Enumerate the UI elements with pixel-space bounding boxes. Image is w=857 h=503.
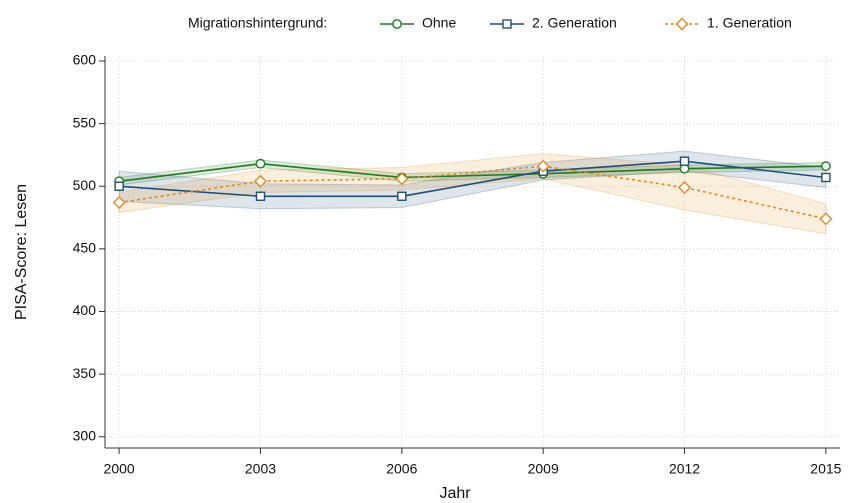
- y-tick-label: 400: [73, 302, 97, 318]
- legend-label: 2. Generation: [532, 15, 617, 31]
- legend-marker: [392, 19, 402, 29]
- marker: [820, 161, 831, 172]
- marker: [679, 156, 690, 166]
- y-tick-label: 300: [73, 427, 97, 443]
- x-tick-label: 2012: [669, 461, 700, 477]
- marker: [253, 174, 267, 188]
- series-line: [119, 165, 827, 220]
- x-tick-label: 2006: [386, 461, 417, 477]
- y-tick-label: 550: [73, 114, 97, 130]
- x-tick-label: 2003: [245, 461, 276, 477]
- y-tick-label: 350: [73, 365, 97, 381]
- series-line: [119, 160, 826, 198]
- x-tick-label: 2009: [528, 461, 559, 477]
- y-axis-label: PISA-Score: Lesen: [13, 184, 30, 320]
- legend-marker: [675, 17, 689, 31]
- x-axis-label: Jahr: [439, 485, 471, 502]
- series-line: [119, 162, 826, 183]
- y-tick-label: 500: [73, 177, 97, 193]
- marker: [114, 181, 124, 191]
- legend-title: Migrationshintergrund:: [188, 15, 327, 31]
- marker: [395, 172, 409, 186]
- legend-label: 1. Generation: [707, 15, 792, 31]
- legend-label: Ohne: [422, 15, 456, 31]
- marker: [821, 172, 831, 183]
- marker: [397, 191, 407, 201]
- marker: [255, 158, 266, 169]
- marker: [678, 181, 692, 194]
- marker: [536, 159, 550, 173]
- marker: [819, 212, 833, 226]
- marker: [112, 196, 126, 210]
- y-tick-label: 600: [73, 52, 97, 68]
- x-tick-label: 2015: [810, 461, 841, 477]
- x-tick-label: 2000: [104, 461, 135, 477]
- y-tick-label: 450: [73, 240, 97, 256]
- marker: [255, 191, 266, 201]
- legend-marker: [502, 19, 512, 29]
